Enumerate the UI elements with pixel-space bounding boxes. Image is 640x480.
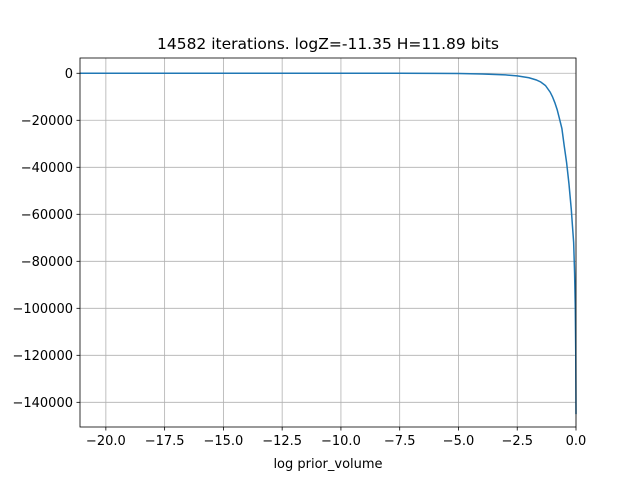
x-tick-label: −7.5 (384, 434, 416, 449)
x-tick-label: −15.0 (203, 434, 243, 449)
x-tick-labels: −20.0 −17.5 −15.0 −12.5 −10.0 −7.5 −5.0 −2.5 0.0 (86, 434, 586, 449)
x-tick-label: −20.0 (86, 434, 126, 449)
x-tick-label: −5.0 (443, 434, 475, 449)
x-tick-label: −2.5 (501, 434, 533, 449)
y-tick-label: −60000 (21, 208, 73, 223)
x-tick-label: −17.5 (145, 434, 185, 449)
y-tick-label: −20000 (21, 114, 73, 129)
y-tick-label: −80000 (21, 255, 73, 270)
x-tick-label: −12.5 (262, 434, 302, 449)
x-tick-label: −10.0 (321, 434, 361, 449)
x-tick-label: 0.0 (566, 434, 587, 449)
y-tick-label: −100000 (12, 302, 73, 317)
x-axis-label: log prior_volume (273, 457, 382, 472)
chart-title: 14582 iterations. logZ=-11.35 H=11.89 bi… (157, 35, 499, 53)
y-tick-label: −140000 (12, 396, 73, 411)
y-tick-label: −120000 (12, 349, 73, 364)
plot-area (80, 58, 576, 427)
y-tick-label: 0 (65, 67, 73, 82)
y-tick-label: −40000 (21, 161, 73, 176)
